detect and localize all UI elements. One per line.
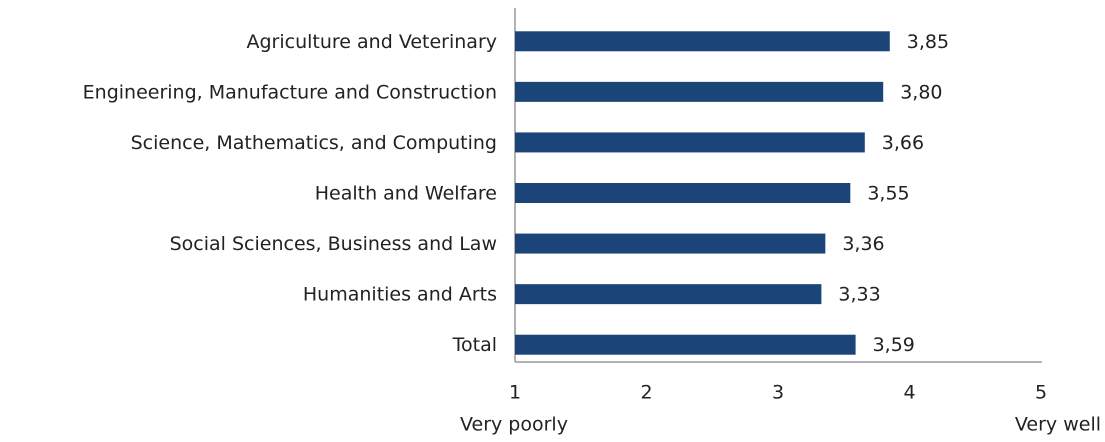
bar — [515, 284, 822, 305]
data-label: 3,59 — [873, 334, 915, 356]
data-label: 3,55 — [867, 183, 909, 205]
y-tick-label: Social Sciences, Business and Law — [170, 233, 497, 255]
bar — [515, 183, 851, 203]
y-tick-label: Total — [452, 334, 497, 356]
data-label: 3,66 — [882, 132, 924, 154]
x-tick-label: 1 — [509, 382, 521, 404]
y-tick-label: Agriculture and Veterinary — [247, 31, 498, 53]
axis-annotation: Very well — [1015, 414, 1101, 436]
bar — [515, 334, 856, 355]
data-label: 3,80 — [900, 81, 942, 103]
y-tick-label: Health and Welfare — [315, 183, 497, 205]
x-tick-label: 4 — [903, 382, 915, 404]
data-label: 3,33 — [838, 284, 880, 306]
x-tick-label: 2 — [640, 382, 652, 404]
bar — [515, 132, 865, 153]
y-tick-label: Humanities and Arts — [303, 284, 497, 306]
x-tick-label: 5 — [1035, 382, 1047, 404]
bar — [515, 31, 890, 52]
x-tick-label: 3 — [772, 382, 784, 404]
bar — [515, 81, 884, 102]
y-tick-label: Engineering, Manufacture and Constructio… — [83, 81, 497, 103]
data-label: 3,85 — [907, 31, 949, 53]
bar — [515, 233, 826, 254]
y-tick-label: Science, Mathematics, and Computing — [131, 132, 497, 154]
axis-annotation: Very poorly — [460, 414, 568, 436]
data-label: 3,36 — [842, 233, 884, 255]
